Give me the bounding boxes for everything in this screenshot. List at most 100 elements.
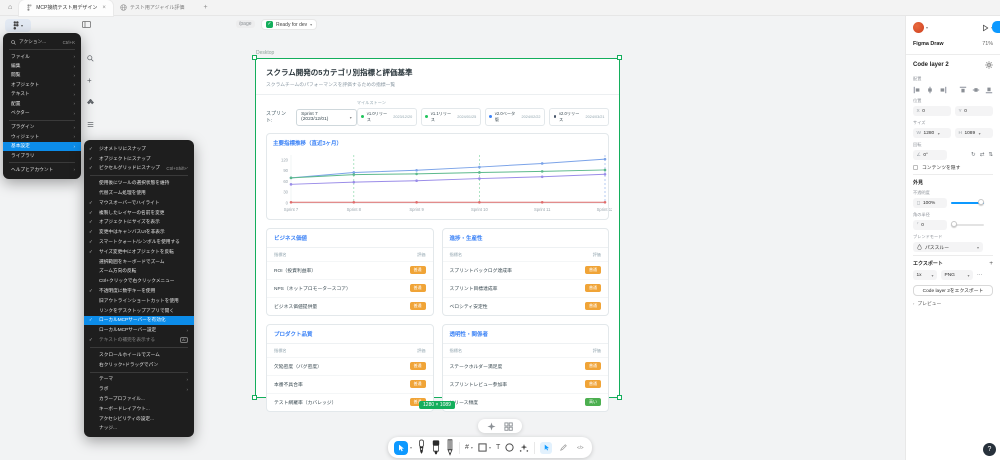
fountain-pen-tool[interactable] [417, 439, 426, 456]
settings-menu-item[interactable]: ✓ オブジェクトにサイズを表示 [84, 218, 194, 228]
menu-item-actions[interactable]: アクション... Ctrl+K [3, 37, 81, 47]
settings-menu-item[interactable]: ラボ › [84, 384, 194, 394]
settings-menu-item[interactable]: ✓ マウスオーバーでハイライト [84, 198, 194, 208]
milestone-pill[interactable]: v2.0リリース 2024/03/21 [549, 107, 609, 126]
move-tool-button[interactable] [394, 440, 408, 455]
search-icon[interactable] [87, 55, 94, 62]
add-export-button[interactable]: + [989, 260, 993, 267]
metric-row[interactable]: 欠陥密度（バグ密度） 普通 [267, 356, 433, 375]
selection-handle[interactable] [252, 55, 257, 60]
settings-menu-item[interactable]: 右クリック+ドラッグでパン [84, 360, 194, 370]
status-badge[interactable]: ✓ Ready for dev ▾ [261, 19, 318, 30]
category-card[interactable]: 進捗・生産性 指標名 評価 スプリントバックログ達成率 普通 スプリント目標達成率 普通 ベロ… [441, 227, 609, 316]
menu-item[interactable]: 基本設定 › [3, 141, 81, 151]
export-scale-select[interactable]: 1x ▾ [913, 270, 937, 280]
blend-mode-select[interactable]: パススルー ▾ [913, 242, 983, 252]
mode-dev-button[interactable]: </> [576, 445, 584, 450]
settings-menu-item[interactable]: テーマ › [84, 375, 194, 385]
desktop-frame[interactable]: スクラム開発の5カテゴリ別指標と評価基準 スクラムチームのパフォーマンスを評価す… [255, 58, 620, 412]
opacity-input[interactable]: ◻ 100% [913, 198, 947, 208]
settings-menu-item[interactable]: ✓ サイズ変更中にオブジェクトを反転 [84, 247, 194, 257]
main-menu-button[interactable]: ▾ [5, 19, 31, 32]
category-card[interactable]: 透明性・関係者 指標名 評価 ステークホルダー満足度 普通 スプリントレビュー参加率 普通リ… [441, 323, 609, 412]
new-tab-button[interactable]: + [203, 4, 208, 11]
breadcrumb[interactable]: /page [236, 20, 255, 28]
menu-item[interactable]: オブジェクト › [3, 80, 81, 89]
settings-menu-item[interactable]: ✓ テキストの補完を表示する AI [84, 335, 194, 345]
metric-row[interactable]: テスト網羅率（カバレッジ） 普通 [267, 392, 433, 411]
settings-menu-item[interactable]: 旧アウトラインショートカットを使用 [84, 296, 194, 306]
category-card[interactable]: ビジネス価値 指標名 評価 ROI（投資利益率） 普通 NPS（ネットプロモータースコア）… [266, 227, 434, 316]
align-bottom-icon[interactable] [985, 86, 993, 94]
tab-agile-eval[interactable]: テスト用アジャイル評価 [113, 0, 192, 16]
metric-row[interactable]: スプリント目標達成率 普通 [442, 278, 608, 297]
settings-menu-item[interactable]: Ctrl+クリックで右クリックメニュー [84, 276, 194, 286]
settings-menu-item[interactable]: キーボードレイアウト... [84, 404, 194, 414]
menu-item[interactable]: 配置 › [3, 99, 81, 108]
metric-row[interactable]: ステークホルダー満足度 普通 [442, 356, 608, 375]
ellipse-tool-button[interactable] [505, 443, 514, 452]
opacity-slider[interactable] [951, 199, 984, 207]
metric-row[interactable]: ROI（投資利益率） 普通 [267, 260, 433, 279]
assets-icon[interactable] [87, 99, 94, 106]
corner-radius-slider[interactable] [951, 221, 984, 229]
chevron-down-icon[interactable]: ▾ [926, 25, 929, 30]
settings-menu-item[interactable]: ローカルMCPサーバー設定 › [84, 325, 194, 335]
align-top-icon[interactable] [959, 86, 967, 94]
metric-row[interactable]: スプリントレビュー参加率 普通 [442, 374, 608, 393]
menu-item[interactable]: テキスト › [3, 90, 81, 99]
kpi-chart-card[interactable]: 主要指標推移（直近3ヶ月） 0 30 60 90 120 Sprint 7 Sprint 8… [266, 132, 612, 220]
metric-row[interactable]: NPS（ネットプロモータースコア） 普通 [267, 278, 433, 297]
align-left-icon[interactable] [913, 86, 921, 94]
actions-tool-button[interactable] [519, 443, 529, 453]
close-tab-icon[interactable]: × [102, 4, 106, 11]
zoom-level[interactable]: 71% [982, 41, 993, 47]
settings-menu-item[interactable]: 代替ズーム処理を使用 [84, 188, 194, 198]
flip-vertical-icon[interactable]: ⇅ [988, 152, 993, 158]
align-right-icon[interactable] [939, 86, 947, 94]
milestone-pill[interactable]: v1.0リリース 2023/12/20 [356, 107, 417, 126]
sprint-select[interactable]: Sprint 7 (2023/12/01) ▾ [296, 108, 357, 126]
export-more-icon[interactable]: ⋯ [977, 272, 983, 278]
gear-icon[interactable] [985, 61, 993, 69]
corner-radius-input[interactable]: ⌜ 0 [913, 220, 947, 230]
metric-row[interactable]: スプリントバックログ達成率 普通 [442, 260, 608, 279]
settings-menu-item[interactable]: ✓ スマートクォート/シンボルを使用する [84, 237, 194, 247]
export-format-select[interactable]: PNG ▾ [941, 270, 973, 280]
settings-menu-item[interactable]: アクセシビリティの設定... [84, 414, 194, 424]
selection-handle[interactable] [617, 395, 622, 400]
menu-item[interactable]: ファイル › [3, 52, 81, 61]
sparkle-icon[interactable] [487, 421, 496, 431]
align-middle-v-icon[interactable] [972, 86, 980, 94]
text-tool-button[interactable]: T [495, 444, 501, 451]
chevron-down-icon[interactable]: ▾ [410, 445, 413, 450]
rotation-input[interactable]: ∠ 0° [913, 150, 947, 160]
clip-content-checkbox[interactable] [913, 165, 918, 170]
settings-menu-item[interactable]: 選択範囲をキーボードでズーム [84, 257, 194, 267]
home-icon[interactable]: ⌂ [8, 4, 13, 11]
insert-icon[interactable]: + [87, 76, 92, 85]
metric-row[interactable]: ベロシティ安定性 普通 [442, 296, 608, 315]
menu-item[interactable]: ウィジェット › [3, 132, 81, 141]
marker-tool[interactable] [431, 439, 441, 456]
shape-tool-button[interactable] [478, 443, 487, 452]
align-center-h-icon[interactable] [926, 86, 934, 94]
milestone-pill[interactable]: v1.1リリース 2024/01/25 [420, 107, 481, 126]
share-button[interactable]: 共有 [991, 21, 1000, 33]
settings-menu-item[interactable]: ナッジ... [84, 424, 194, 434]
layers-icon[interactable] [87, 121, 94, 128]
metric-row[interactable]: 本番不具合率 普通 [267, 374, 433, 393]
mode-design-button[interactable] [540, 441, 553, 454]
frame-name-label[interactable]: Desktop [256, 50, 275, 56]
settings-menu-item[interactable]: ✓ ピクセルグリッドにスナップ Ctrl+Shift+' [84, 164, 194, 174]
milestone-pill[interactable]: v2.0ベータ版 2024/02/22 [484, 107, 545, 126]
present-play-icon[interactable] [981, 24, 989, 32]
mode-annotate-button[interactable] [557, 442, 569, 454]
menu-item[interactable]: ベクター › [3, 108, 81, 117]
metric-row[interactable]: リリース頻度 高い [442, 392, 608, 411]
settings-menu-item[interactable]: ✓ 不透明度に数字キーを使用 [84, 286, 194, 296]
selection-handle[interactable] [617, 55, 622, 60]
menu-item[interactable]: 閲覧 › [3, 71, 81, 80]
